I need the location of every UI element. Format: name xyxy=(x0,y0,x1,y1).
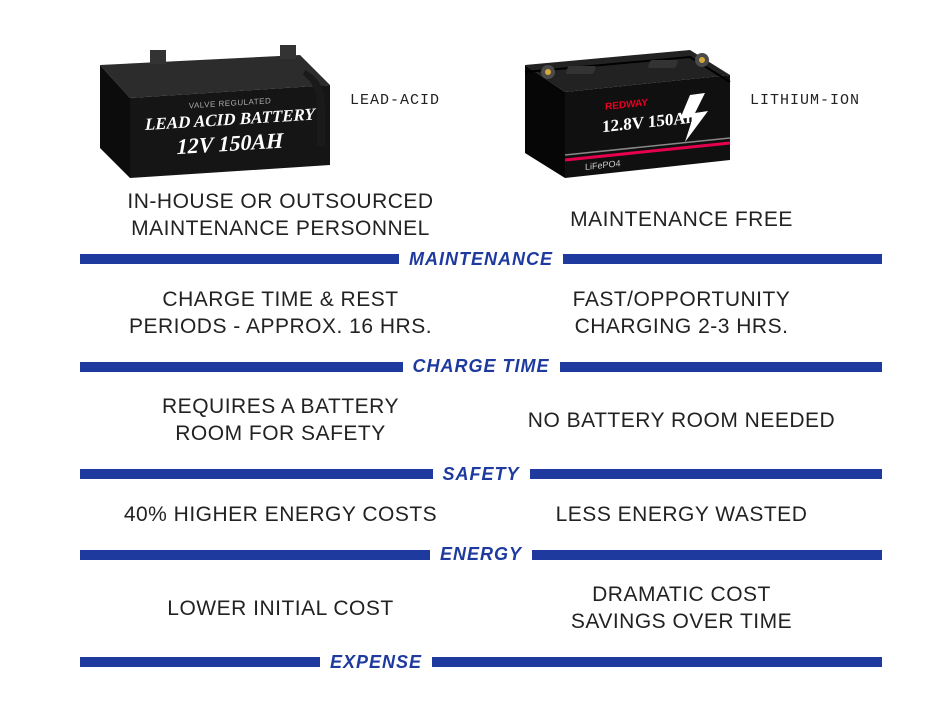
divider-label: ENERGY xyxy=(430,544,532,565)
cell-right: NO BATTERY ROOM NEEDED xyxy=(481,393,882,448)
cell-left: 40% HIGHER ENERGY COSTS xyxy=(80,501,481,528)
lithium-type-label: LITHIUM-ION xyxy=(750,92,860,109)
divider-energy: ENERGY xyxy=(80,544,882,565)
divider-bar xyxy=(80,657,320,667)
divider-expense: EXPENSE xyxy=(80,652,882,673)
cell-left: CHARGE TIME & RESTPERIODS - APPROX. 16 H… xyxy=(80,286,481,341)
divider-bar xyxy=(532,550,882,560)
caption-row: IN-HOUSE OR OUTSOURCEDMAINTENANCE PERSON… xyxy=(80,188,882,243)
divider-bar xyxy=(80,254,399,264)
cell-left: REQUIRES A BATTERYROOM FOR SAFETY xyxy=(80,393,481,448)
divider-bar xyxy=(530,469,883,479)
divider-charge-time: CHARGE TIME xyxy=(80,356,882,377)
divider-bar xyxy=(432,657,882,667)
divider-label: CHARGE TIME xyxy=(403,356,560,377)
cell-left: LOWER INITIAL COST xyxy=(80,581,481,636)
row-energy: 40% HIGHER ENERGY COSTS LESS ENERGY WAST… xyxy=(80,487,882,538)
caption-right: MAINTENANCE FREE xyxy=(481,188,882,243)
cell-right: DRAMATIC COSTSAVINGS OVER TIME xyxy=(481,581,882,636)
lithium-battery-image: REDWAY 12.8V 150Ah LiFePO4 xyxy=(490,20,740,180)
divider-bar xyxy=(80,362,403,372)
divider-label: MAINTENANCE xyxy=(399,249,563,270)
divider-label: EXPENSE xyxy=(320,652,432,673)
divider-label: SAFETY xyxy=(433,464,530,485)
row-safety: REQUIRES A BATTERYROOM FOR SAFETY NO BAT… xyxy=(80,379,882,458)
comparison-infographic: VALVE REGULATED LEAD ACID BATTERY 12V 15… xyxy=(0,0,942,673)
row-expense: LOWER INITIAL COST DRAMATIC COSTSAVINGS … xyxy=(80,567,882,646)
divider-maintenance: MAINTENANCE xyxy=(80,249,882,270)
cell-right: LESS ENERGY WASTED xyxy=(481,501,882,528)
divider-safety: SAFETY xyxy=(80,464,882,485)
divider-bar xyxy=(80,469,433,479)
divider-bar xyxy=(80,550,430,560)
cell-right: FAST/OPPORTUNITYCHARGING 2-3 HRS. xyxy=(481,286,882,341)
lead-acid-type-label: LEAD-ACID xyxy=(350,92,440,109)
caption-left: IN-HOUSE OR OUTSOURCEDMAINTENANCE PERSON… xyxy=(80,188,481,243)
header-row: VALVE REGULATED LEAD ACID BATTERY 12V 15… xyxy=(80,20,882,180)
row-charge-time: CHARGE TIME & RESTPERIODS - APPROX. 16 H… xyxy=(80,272,882,351)
lead-acid-battery-image: VALVE REGULATED LEAD ACID BATTERY 12V 15… xyxy=(80,20,340,180)
divider-bar xyxy=(563,254,882,264)
divider-bar xyxy=(560,362,883,372)
